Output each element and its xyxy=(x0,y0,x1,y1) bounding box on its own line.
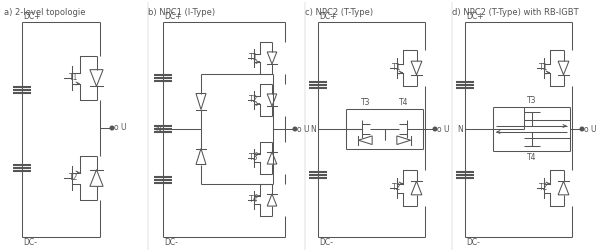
Text: T4: T4 xyxy=(248,196,258,205)
Text: DC+: DC+ xyxy=(164,12,182,21)
Text: DC-: DC- xyxy=(319,238,333,247)
Text: DC-: DC- xyxy=(164,238,178,247)
Text: o U: o U xyxy=(437,124,449,134)
Circle shape xyxy=(580,127,584,131)
Text: d) NPC2 (T-Type) with RB-IGBT: d) NPC2 (T-Type) with RB-IGBT xyxy=(452,8,578,17)
Text: T2: T2 xyxy=(392,183,401,193)
Circle shape xyxy=(293,127,297,131)
Text: N: N xyxy=(457,124,463,134)
Text: a) 2-level topologie: a) 2-level topologie xyxy=(4,8,86,17)
Text: DC-: DC- xyxy=(23,238,37,247)
Text: c) NPC2 (T-Type): c) NPC2 (T-Type) xyxy=(305,8,373,17)
Text: T4: T4 xyxy=(399,98,409,107)
Text: o U: o U xyxy=(584,124,596,134)
Text: T2: T2 xyxy=(539,183,548,193)
Text: T1: T1 xyxy=(68,74,78,82)
Text: T1: T1 xyxy=(392,64,401,73)
Circle shape xyxy=(110,126,114,130)
Text: T3: T3 xyxy=(361,98,370,107)
Text: T2: T2 xyxy=(248,96,258,105)
Text: o U: o U xyxy=(114,123,127,133)
Text: b) NPC1 (I-Type): b) NPC1 (I-Type) xyxy=(148,8,215,17)
Circle shape xyxy=(433,127,437,131)
Text: T1: T1 xyxy=(539,64,548,73)
Text: T3: T3 xyxy=(248,153,258,163)
Text: DC-: DC- xyxy=(466,238,480,247)
Text: T2: T2 xyxy=(68,173,78,182)
Text: o U: o U xyxy=(297,124,310,134)
Text: T3: T3 xyxy=(527,96,536,105)
Text: T1: T1 xyxy=(248,53,258,62)
Text: DC+: DC+ xyxy=(319,12,337,21)
Text: T4: T4 xyxy=(527,153,536,162)
Text: DC+: DC+ xyxy=(23,12,41,21)
Text: DC+: DC+ xyxy=(466,12,484,21)
Text: N: N xyxy=(310,124,316,134)
Text: N: N xyxy=(155,124,161,134)
